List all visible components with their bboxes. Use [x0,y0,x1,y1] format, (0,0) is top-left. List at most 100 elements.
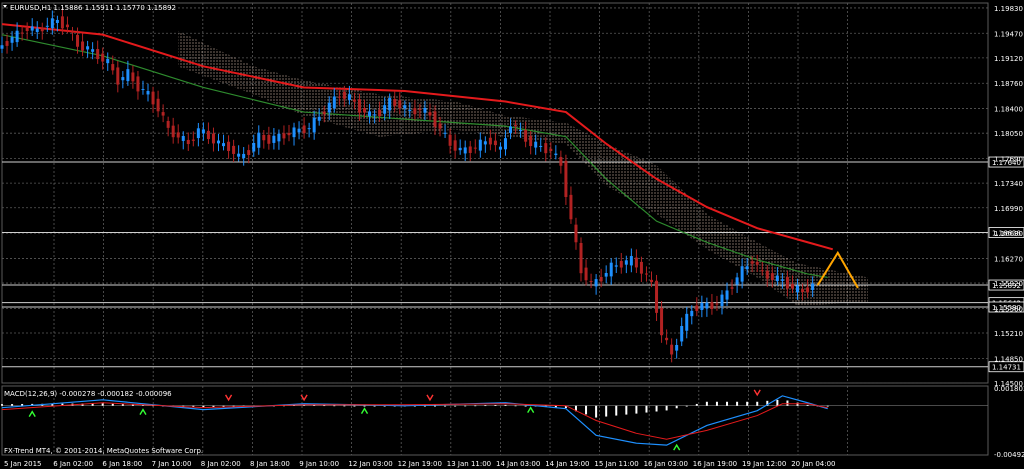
macd-hist-bar [645,405,648,413]
candle-body [312,117,316,133]
candle-body [227,141,231,152]
candle-body [458,147,462,151]
candle-body [262,134,266,141]
macd-hist-bar [1,404,3,406]
candle-body [176,132,180,138]
candle-body [755,261,759,265]
macd-hist-bar [705,401,708,406]
candle-body [483,141,487,145]
arrow-down-icon [753,389,761,397]
candle-body [206,130,210,140]
candle-body [156,98,160,112]
time-tick-label: 20 Jan 04:00 [791,460,835,468]
candle-body [539,145,543,147]
arrow-up-icon [673,443,681,451]
price-tick-label: 1.18400 [994,106,1023,114]
macd-hist-bar [91,403,94,406]
level-tag [988,156,1024,168]
macd-hist-bar [383,405,386,407]
macd-hist-bar [373,405,376,407]
candle-body [665,337,669,341]
candle-body [750,261,754,264]
candle-body [785,276,789,289]
macd-hist-bar [413,405,416,407]
candle-body [357,99,361,113]
candle-body [282,133,286,139]
candle-body [710,302,714,309]
candle-body [453,140,457,151]
candle-body [735,277,739,285]
macd-hist-bar [665,405,668,411]
macd-hist-bar [363,405,366,407]
macd-hist-bar [212,405,215,408]
candle-body [368,111,372,117]
candle-body [534,141,538,148]
chevron-down-icon[interactable] [3,5,7,8]
price-tick-label: 1.16270 [994,255,1023,263]
level-label: 1.16638 [992,230,1021,238]
arrow-up-icon [139,408,147,415]
price-axis: 1.19830 1.19470 1.19120 1.18760 1.18400 1.180… [994,5,1024,459]
time-tick-label: 19 Jan 12:00 [742,460,786,468]
candle-body [5,41,9,46]
candle-body [408,109,412,111]
candle-body [65,24,69,28]
candle-body [695,305,699,311]
candle-body [574,224,578,243]
candle-body [91,49,95,52]
candle-body [433,111,437,127]
candle-body [619,260,623,268]
time-tick-label: 16 Jan 03:00 [644,460,688,468]
price-tick-label: 1.18050 [994,130,1023,138]
macd-hist-bar [595,405,598,418]
macd-hist-bar [756,401,759,406]
candle-body [639,261,643,274]
candle-body [745,266,749,270]
level-tag [988,301,1024,313]
candle-body [297,128,301,133]
chart-grid [1,2,989,456]
macd-hist-bar [484,405,487,407]
candle-body [171,125,175,138]
candle-body [257,132,261,148]
candle-body [302,125,306,134]
candle-body [524,129,528,142]
time-tick-label: 12 Jan 19:00 [398,460,442,468]
arrow-up-icon [527,406,535,414]
candle-body [609,262,613,277]
macd-hist-bar [806,404,809,406]
time-tick-label: 16 Jan 19:00 [693,460,737,468]
macd-hist-bar [726,401,729,406]
horizontal-levels[interactable]: 1.176401.166381.158921.156421.155801.147… [2,156,1024,373]
candle-body [383,105,387,114]
time-tick-label: 7 Jan 10:00 [152,460,192,468]
macd-hist-bar [695,403,698,406]
copyright-text: FX-Trend MT4, © 2001-2014, MetaQuotes So… [4,447,203,455]
candle-body [136,76,140,92]
chart-title: EURUSD,H1 1.15886 1.15911 1.15770 1.1589… [10,4,176,12]
candle-body [806,287,810,293]
macd-hist-bar [766,400,769,406]
candle-body [519,130,523,132]
candle-body [277,133,281,142]
macd-hist-bar [786,400,789,406]
price-tick-label: 1.17340 [994,180,1023,188]
candle-body [55,19,59,23]
candle-body [20,32,24,34]
level-label: 1.14731 [992,364,1021,372]
macd-hist-bar [685,405,688,407]
candle-body [86,46,90,50]
macd-hist-bar [423,405,426,407]
time-tick-label: 9 Jan 10:00 [299,460,339,468]
macd-hist-bar [182,405,185,407]
candle-body [96,48,100,60]
macd-hist-bar [474,405,477,407]
macd-hist-bar [434,405,436,407]
price-tick-label: 1.18760 [994,80,1023,88]
time-tick-label: 8 Jan 18:00 [250,460,290,468]
level-label: 1.15892 [992,282,1021,290]
arrow-down-icon [224,394,233,402]
candle-body [715,303,719,305]
candle-body [675,344,679,351]
